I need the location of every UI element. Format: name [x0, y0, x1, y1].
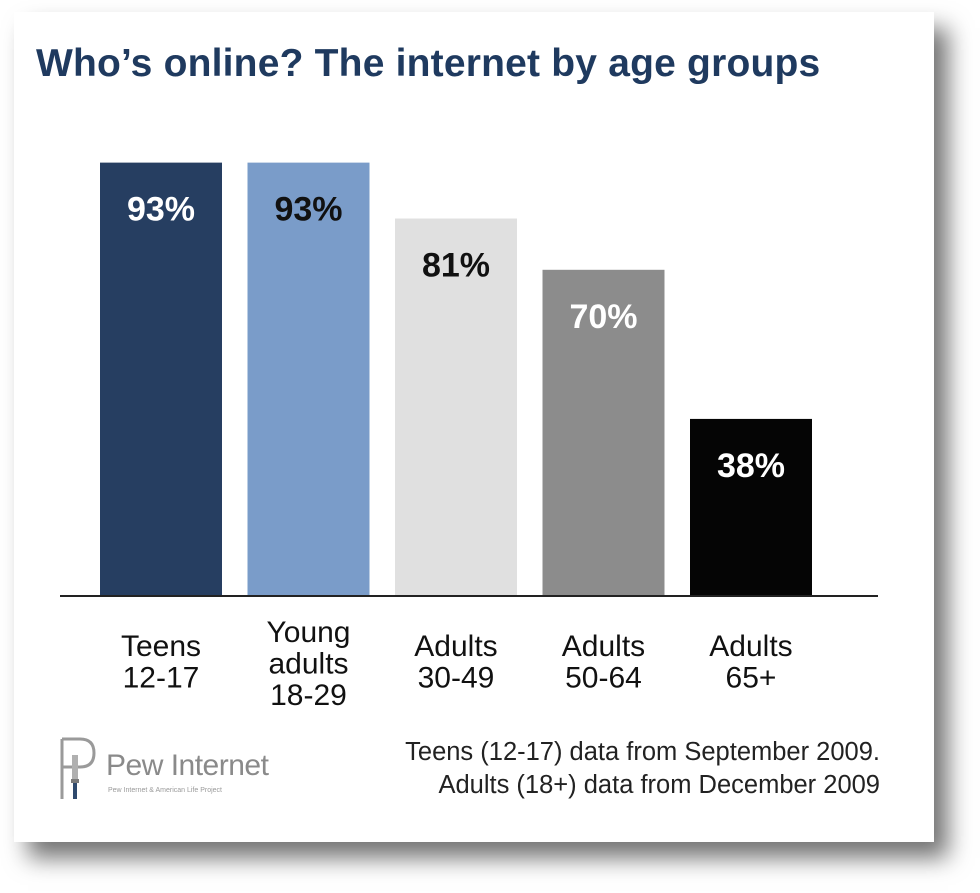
pew-internet-logo: Pew Internet Pew Internet & American Lif… [56, 735, 296, 805]
category-label-4-line-0: Adults [709, 630, 792, 663]
bar-4 [690, 418, 812, 596]
logo-wordmark: Pew Internet [106, 749, 269, 782]
category-label-2-line-0: Adults [414, 630, 497, 663]
category-label-0-line-0: Teens [121, 630, 201, 663]
pew-logo-icon [60, 737, 96, 799]
bar-value-label-1: 93% [274, 191, 342, 229]
category-label-0-line-1: 12-17 [123, 662, 200, 695]
chart-title: Who’s online? The internet by age groups [36, 42, 821, 85]
bar-2 [395, 218, 517, 597]
bar-value-label-2: 81% [422, 247, 490, 285]
category-label-3-line-0: Adults [562, 630, 645, 663]
logo-tagline: Pew Internet & American Life Project [108, 787, 222, 794]
category-label-3-line-1: 50-64 [565, 662, 642, 695]
source-note: Teens (12-17) data from September 2009. … [405, 736, 880, 802]
source-note-line2: Adults (18+) data from December 2009 [438, 771, 880, 799]
bar-3 [542, 269, 665, 596]
bar-value-label-4: 38% [717, 447, 785, 485]
category-label-2-line-1: 30-49 [418, 662, 495, 695]
bar-value-label-0: 93% [127, 191, 195, 229]
category-label-1-line-1: adults [268, 648, 348, 681]
bar-0 [100, 162, 222, 596]
category-label-1-line-2: 18-29 [270, 679, 347, 712]
bar-value-label-3: 70% [569, 298, 637, 336]
category-label-1-line-0: Young [267, 616, 351, 649]
category-label-4-line-1: 65+ [726, 662, 777, 695]
bar-1 [247, 162, 370, 596]
source-note-line1: Teens (12-17) data from September 2009. [405, 738, 880, 766]
